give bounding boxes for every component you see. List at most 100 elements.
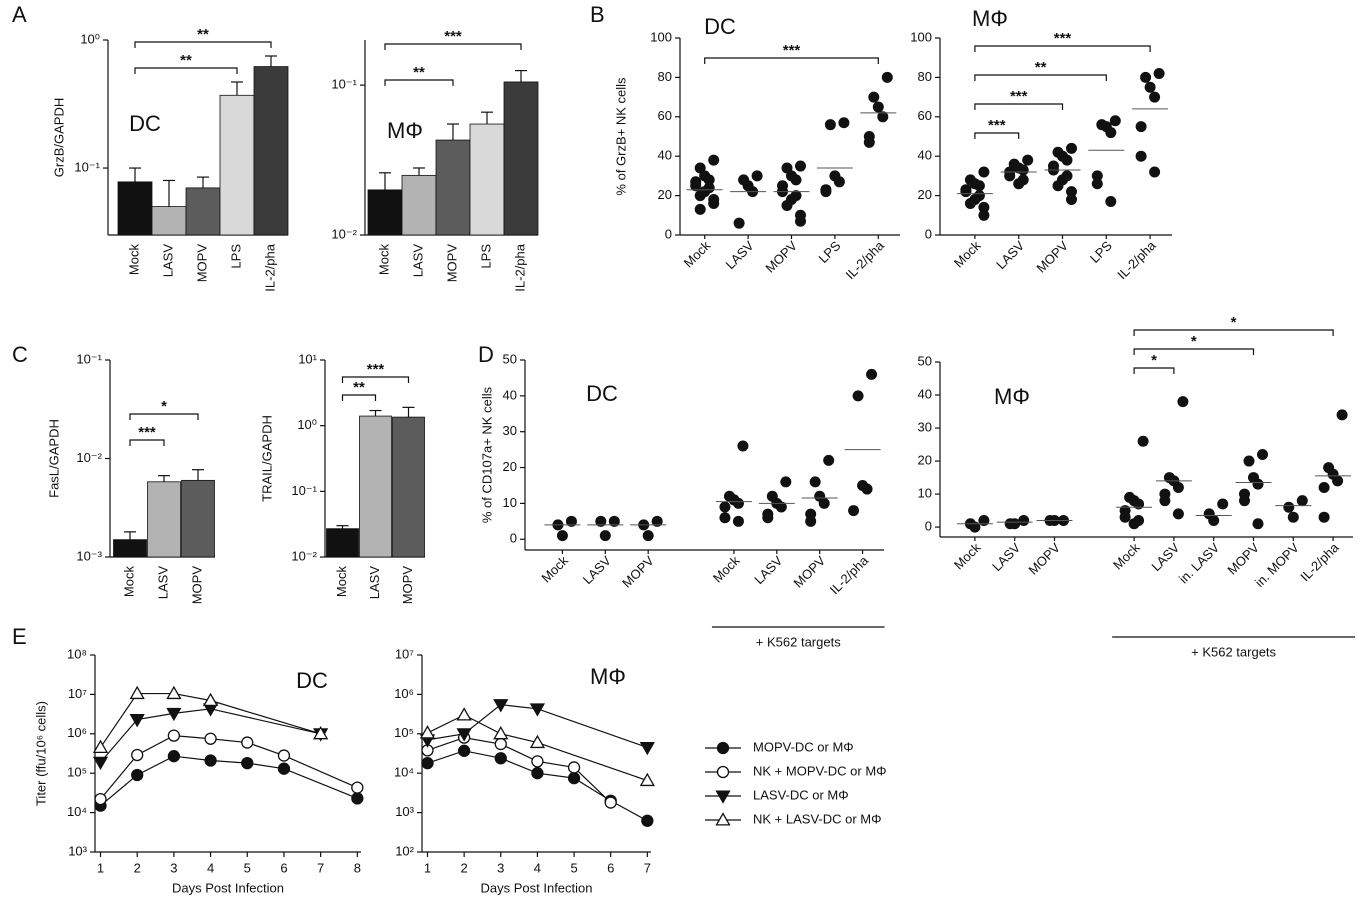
- x-tick-label: MOPV: [444, 244, 459, 283]
- marker: [567, 761, 581, 774]
- x-tick-label: Mock: [681, 238, 714, 271]
- bar: [181, 479, 215, 558]
- significance-label: *: [1151, 352, 1157, 369]
- y-axis-label: TRAIL/GAPDH: [259, 415, 274, 502]
- x-tick-label: LPS: [815, 238, 843, 266]
- y-tick-label: 10: [503, 495, 517, 510]
- significance-bracket: [134, 67, 238, 74]
- x-tick-label: 6: [280, 860, 287, 875]
- group-label: + K562 targets: [1191, 644, 1276, 659]
- data-point: [1252, 518, 1264, 530]
- y-tick-label: 10⁸: [67, 646, 87, 661]
- x-tick-label: MOPV: [791, 553, 829, 591]
- bar: [503, 81, 539, 236]
- data-point: [1133, 498, 1145, 510]
- x-tick-label: IL-2/pha: [843, 237, 888, 282]
- data-point: [1149, 166, 1161, 178]
- data-point: [973, 180, 985, 192]
- marker: [241, 756, 254, 770]
- data-point: [651, 515, 663, 527]
- data-point: [852, 390, 864, 402]
- significance-label: ***: [988, 117, 1006, 134]
- significance-bracket: [341, 376, 410, 383]
- y-axis-label: GrzB/GAPDH: [51, 98, 66, 177]
- marker: [639, 741, 655, 756]
- x-tick-label: LPS: [478, 244, 493, 269]
- y-tick-label: 10⁶: [394, 686, 414, 701]
- x-tick-label: LASV: [410, 244, 425, 278]
- data-point: [818, 497, 830, 509]
- x-tick-label: MOPV: [1224, 540, 1262, 578]
- x-tick-label: LASV: [993, 238, 1027, 272]
- x-tick-label: 5: [244, 860, 251, 875]
- data-point: [751, 170, 763, 182]
- y-tick-label: 10⁻¹: [76, 351, 102, 366]
- legend-marker: [715, 790, 731, 804]
- marker: [457, 744, 471, 757]
- chart-title: DC: [586, 381, 618, 406]
- x-tick-label: MOPV: [762, 238, 800, 276]
- marker: [531, 767, 544, 780]
- marker: [202, 692, 219, 707]
- data-point: [1091, 178, 1103, 190]
- x-tick-label: MOPV: [189, 566, 204, 605]
- marker: [456, 728, 472, 742]
- significance-label: **: [1035, 59, 1047, 76]
- x-tick-label: MOPV: [400, 566, 415, 605]
- data-point: [780, 476, 792, 488]
- y-tick-label: 20: [658, 187, 672, 202]
- y-tick-label: 10⁵: [67, 765, 87, 780]
- marker: [494, 737, 507, 751]
- legend-label: NK + LASV-DC or MΦ: [753, 811, 882, 826]
- y-tick-label: 10⁰: [297, 417, 317, 432]
- data-point: [1208, 514, 1220, 526]
- marker: [419, 725, 436, 739]
- marker: [277, 749, 291, 762]
- significance-bracket: [974, 74, 1107, 81]
- y-tick-label: 10⁻¹: [331, 77, 357, 92]
- x-tick-label: Mock: [710, 553, 743, 586]
- significance-bracket: [341, 394, 377, 401]
- y-tick-label: 80: [658, 69, 672, 84]
- data-point: [1119, 511, 1131, 523]
- data-point: [1109, 115, 1121, 127]
- significance-label: **: [180, 52, 192, 69]
- data-point: [1283, 501, 1295, 513]
- y-tick-label: 10⁻²: [76, 450, 102, 465]
- significance-bracket: [1133, 348, 1255, 355]
- x-tick-label: Mock: [126, 244, 141, 276]
- group-label: + K562 targets: [756, 634, 841, 649]
- marker: [131, 748, 144, 762]
- x-tick-label: Mock: [538, 553, 571, 586]
- data-point: [833, 176, 845, 188]
- x-tick-label: Mock: [376, 244, 391, 276]
- data-point: [1091, 170, 1103, 182]
- x-tick-label: LASV: [155, 566, 170, 600]
- x-tick-label: IL-2/pha: [262, 243, 277, 291]
- significance-label: ***: [1010, 88, 1028, 105]
- y-tick-label: 10⁶: [67, 725, 87, 740]
- series-line: [100, 734, 358, 800]
- bar: [117, 181, 153, 236]
- significance-label: ***: [783, 42, 801, 59]
- marker: [129, 685, 145, 700]
- chart-title: MΦ: [972, 6, 1008, 31]
- x-tick-label: Mock: [1110, 540, 1143, 573]
- y-tick-label: 10⁷: [68, 686, 87, 701]
- marker: [494, 752, 507, 765]
- y-tick-label: 10⁻¹: [291, 483, 317, 498]
- marker: [92, 739, 109, 753]
- y-tick-label: 60: [918, 108, 932, 123]
- y-axis-label: % of CD107a+ NK cells: [479, 386, 494, 523]
- data-point: [1017, 164, 1029, 176]
- y-tick-label: 20: [503, 459, 517, 474]
- marker: [204, 732, 217, 745]
- bar: [151, 206, 187, 236]
- data-point: [823, 454, 835, 466]
- marker: [493, 725, 509, 740]
- data-point: [960, 186, 972, 198]
- data-point: [1217, 498, 1229, 510]
- marker: [241, 736, 254, 749]
- y-tick-label: 10⁰: [80, 31, 100, 46]
